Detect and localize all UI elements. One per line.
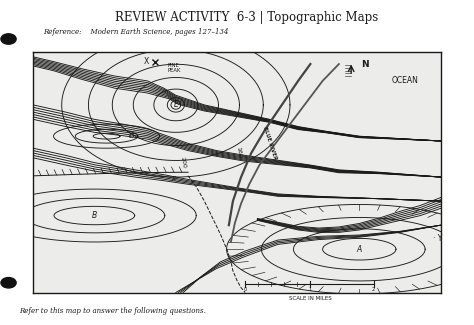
Text: E: E [173,100,178,110]
Text: 160: 160 [235,147,242,159]
Text: 200: 200 [180,156,187,168]
Text: A: A [356,245,362,254]
Text: OCEAN: OCEAN [392,76,419,85]
Text: X ·: X · [145,57,155,66]
Text: ·D: ·D [127,133,135,139]
Text: 0: 0 [244,287,247,292]
Text: B: B [91,211,97,220]
Text: N: N [361,59,369,69]
Text: · Y: · Y [434,234,443,243]
Text: BLUE RIVER: BLUE RIVER [262,126,277,161]
Text: 1: 1 [309,287,312,292]
Text: Reference:    Modern Earth Science, pages 127–134: Reference: Modern Earth Science, pages 1… [43,28,228,36]
Text: 2: 2 [372,287,375,292]
Text: SCALE IN MILES: SCALE IN MILES [289,296,332,301]
Text: PINE
PEAK: PINE PEAK [167,63,181,73]
Text: F.: F. [172,176,177,182]
Text: REVIEW ACTIVITY  6-3 | Topographic Maps: REVIEW ACTIVITY 6-3 | Topographic Maps [115,11,378,24]
Text: Refer to this map to answer the following questions.: Refer to this map to answer the followin… [19,307,206,315]
